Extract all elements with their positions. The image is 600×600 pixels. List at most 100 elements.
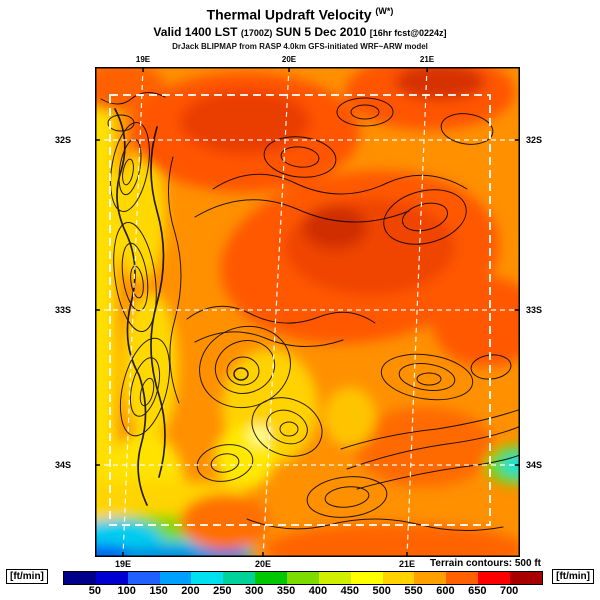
terrain-contour [246, 518, 504, 532]
terrain-contour [380, 353, 474, 401]
colorbar-segment [223, 572, 256, 584]
latlon-gridline-20e [262, 67, 290, 557]
field-region [95, 67, 117, 557]
units-label-left: [ft/min] [6, 569, 48, 584]
colorbar-tick-label: 350 [276, 585, 296, 597]
colorbar-tick-label: 300 [245, 585, 264, 597]
x-axis-label-bottom-21e: 21E [398, 559, 416, 569]
terrain-contour [356, 454, 520, 490]
colorbar-segment [159, 572, 192, 584]
field-region [250, 425, 270, 445]
colorbar-tick-label: 700 [499, 585, 519, 597]
map-frame [95, 67, 520, 557]
terrain-contour [122, 158, 134, 186]
page-title: Thermal Updraft Velocity (W*) [0, 6, 600, 23]
axis-tick [95, 67, 520, 557]
units-label-right: [ft/min] [552, 569, 594, 584]
colorbar-segment [382, 572, 415, 584]
colorbar [63, 571, 543, 585]
colorbar-segment [510, 572, 542, 584]
map-canvas [95, 67, 520, 557]
terrain-contour [416, 372, 442, 386]
y-axis-label-right-34s: 34S [525, 460, 542, 470]
colorbar-segment [255, 572, 288, 584]
x-axis-label-top-21e: 21E [419, 55, 435, 64]
field-region [395, 67, 485, 100]
terrain-contour [340, 408, 520, 450]
terrain-contour [383, 189, 467, 245]
terrain-contour [150, 126, 166, 478]
colorbar-tick-label: 250 [213, 585, 232, 597]
y-axis-label-left-32s: 32S [54, 135, 71, 145]
terrain-contour [212, 173, 468, 195]
terrain-contour [263, 136, 337, 178]
frame-ticks [95, 67, 520, 557]
colorbar-segment [414, 572, 447, 584]
colorbar-tick-label: 450 [340, 585, 359, 597]
terrain-contour [324, 486, 370, 508]
x-axis-label-bottom-19e: 19E [114, 559, 132, 569]
colorbar-segment [478, 572, 511, 584]
terrain-contour [251, 397, 323, 457]
valid-zulu: (1700Z) [240, 28, 273, 38]
terrain-contour [266, 409, 308, 445]
terrain-contour [114, 108, 148, 506]
colorbar-segment [95, 572, 128, 584]
terrain-contour [233, 367, 249, 381]
map-area [95, 67, 520, 557]
field-region [355, 407, 495, 487]
colorbar-segment [350, 572, 383, 584]
title-parameter: (W*) [375, 6, 394, 16]
terrain-contour [119, 337, 171, 437]
y-axis-label-right-32s: 32S [525, 135, 542, 145]
terrain-contour [199, 325, 291, 409]
field-region [303, 205, 367, 249]
model-domain-boundary [109, 94, 491, 526]
field-region [180, 494, 270, 550]
colorbar-tick-label: 50 [88, 585, 101, 597]
title-text: Thermal Updraft Velocity [206, 6, 372, 23]
terrain-contour [139, 377, 155, 407]
terrain-contour [110, 122, 150, 212]
model-attribution: DrJack BLIPMAP from RASP 4.0km GFS-initi… [172, 42, 428, 51]
colorbar-tick-label: 400 [308, 585, 328, 597]
latlon-grid [95, 67, 520, 557]
terrain-contour [350, 104, 380, 120]
terrain-contour [279, 421, 299, 437]
terrain-contour [107, 114, 135, 132]
field-region [95, 551, 245, 557]
terrain-contour-note: Terrain contours: 500 ft [430, 558, 541, 569]
colorbar-segment [127, 572, 160, 584]
terrain-contour [194, 331, 344, 347]
terrain-contour [167, 156, 182, 404]
x-axis-label-top-19e: 19E [135, 55, 151, 64]
terrain-contour [398, 363, 456, 391]
terrain-contour [194, 199, 410, 223]
colorbar-segment [318, 572, 351, 584]
field-region [432, 277, 520, 367]
terrain-contour [100, 92, 166, 105]
colorbar-segment [287, 572, 319, 584]
terrain-contour [186, 305, 376, 324]
y-axis-label-left-33s: 33S [54, 305, 71, 315]
terrain-contour [113, 221, 157, 333]
colorbar-tick-label: 550 [404, 585, 423, 597]
colorbar-tick-label: 650 [468, 585, 487, 597]
terrain-contour [196, 444, 254, 482]
x-axis-label-top-20e: 20E [281, 55, 297, 64]
terrain-contour [280, 146, 320, 168]
latlon-gridline-21e [406, 67, 428, 557]
colorbar-tick-label: 600 [436, 585, 455, 597]
colorbar-tick-label: 500 [372, 585, 391, 597]
terrain-contour [440, 113, 494, 145]
colorbar-segment [64, 572, 96, 584]
colorbar-segment [446, 572, 479, 584]
terrain-contour [210, 453, 240, 473]
terrain-contour [306, 476, 388, 518]
forecast-info: [16hr fcst@0224z] [369, 28, 447, 38]
y-axis-label-right-33s: 33S [525, 305, 542, 315]
colorbar-tick-label: 150 [149, 585, 168, 597]
terrain-contour [226, 356, 260, 386]
colorbar-tick-label: 100 [117, 585, 136, 597]
terrain-contour [346, 425, 520, 470]
